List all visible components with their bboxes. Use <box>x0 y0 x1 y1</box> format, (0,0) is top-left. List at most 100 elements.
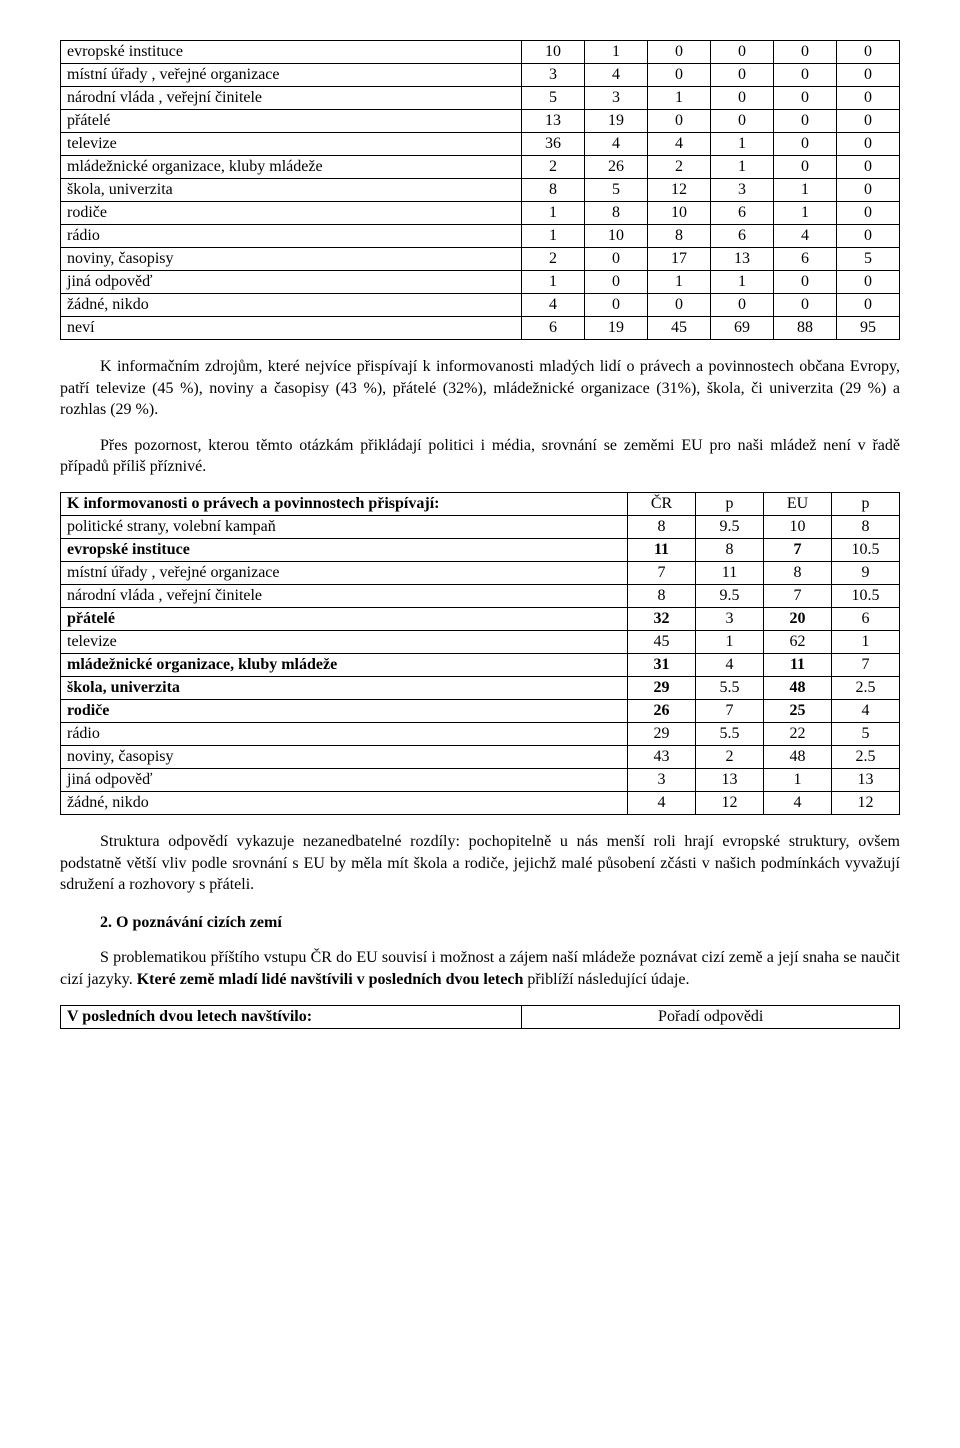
table-row: rodiče267254 <box>61 699 900 722</box>
cell-value: 5.5 <box>696 722 764 745</box>
cell-value: 62 <box>764 630 832 653</box>
table-row: evropské instituce1010000 <box>61 41 900 64</box>
cell-value: 0 <box>774 294 837 317</box>
cell-value: 1 <box>764 768 832 791</box>
visited-label: V posledních dvou letech navštívilo: <box>61 1005 522 1028</box>
cell-value: 9.5 <box>696 584 764 607</box>
visited-order-header: Pořadí odpovědi <box>522 1005 900 1028</box>
paragraph-1: K informačním zdrojům, které nejvíce při… <box>60 356 900 421</box>
cell-value: 0 <box>648 110 711 133</box>
cell-value: 0 <box>837 179 900 202</box>
cell-value: 12 <box>648 179 711 202</box>
table-row: jiná odpověď101100 <box>61 271 900 294</box>
row-label: škola, univerzita <box>61 179 522 202</box>
paragraph-2: Přes pozornost, kterou těmto otázkám při… <box>60 435 900 478</box>
cell-value: 26 <box>628 699 696 722</box>
cell-value: 4 <box>585 64 648 87</box>
cell-value: 1 <box>832 630 900 653</box>
row-label: přátelé <box>61 607 628 630</box>
cell-value: 31 <box>628 653 696 676</box>
cell-value: 0 <box>585 294 648 317</box>
cell-value: 25 <box>764 699 832 722</box>
row-label: místní úřady , veřejné organizace <box>61 561 628 584</box>
cell-value: 0 <box>837 202 900 225</box>
cell-value: 11 <box>628 538 696 561</box>
table-row: noviny, časopisy432482.5 <box>61 745 900 768</box>
header-col: ČR <box>628 492 696 515</box>
cell-value: 22 <box>764 722 832 745</box>
cell-value: 2 <box>522 156 585 179</box>
table-row: národní vláda , veřejní činitele531000 <box>61 87 900 110</box>
cell-value: 8 <box>832 515 900 538</box>
cell-value: 3 <box>585 87 648 110</box>
cell-value: 6 <box>522 317 585 340</box>
cell-value: 0 <box>711 294 774 317</box>
table-row: škola, univerzita295.5482.5 <box>61 676 900 699</box>
table-row: přátelé13190000 <box>61 110 900 133</box>
cell-value: 10.5 <box>832 538 900 561</box>
cell-value: 4 <box>764 791 832 814</box>
header-col: EU <box>764 492 832 515</box>
table-row: noviny, časopisy20171365 <box>61 248 900 271</box>
cell-value: 2 <box>696 745 764 768</box>
cell-value: 2.5 <box>832 745 900 768</box>
cell-value: 2 <box>648 156 711 179</box>
cell-value: 69 <box>711 317 774 340</box>
cell-value: 29 <box>628 676 696 699</box>
cell-value: 8 <box>696 538 764 561</box>
table-row: rádio1108640 <box>61 225 900 248</box>
table-row: rádio295.5225 <box>61 722 900 745</box>
cell-value: 11 <box>764 653 832 676</box>
cell-value: 3 <box>711 179 774 202</box>
row-label: žádné, nikdo <box>61 791 628 814</box>
cell-value: 0 <box>648 64 711 87</box>
row-label: televize <box>61 630 628 653</box>
cell-value: 32 <box>628 607 696 630</box>
table-header-row: K informovanosti o právech a povinnostec… <box>61 492 900 515</box>
cell-value: 0 <box>837 110 900 133</box>
paragraph-3: Struktura odpovědí vykazuje nezanedbatel… <box>60 831 900 896</box>
paragraph-4: S problematikou příštího vstupu ČR do EU… <box>60 947 900 990</box>
row-label: přátelé <box>61 110 522 133</box>
cell-value: 1 <box>711 271 774 294</box>
table-row: evropské instituce118710.5 <box>61 538 900 561</box>
cell-value: 5 <box>522 87 585 110</box>
row-label: jiná odpověď <box>61 768 628 791</box>
cell-value: 13 <box>832 768 900 791</box>
row-label: noviny, časopisy <box>61 745 628 768</box>
cell-value: 0 <box>774 156 837 179</box>
cell-value: 1 <box>696 630 764 653</box>
cell-value: 36 <box>522 133 585 156</box>
table-row: mládežnické organizace, kluby mládeže226… <box>61 156 900 179</box>
header-label: K informovanosti o právech a povinnostec… <box>61 492 628 515</box>
cell-value: 0 <box>648 41 711 64</box>
row-label: evropské instituce <box>61 538 628 561</box>
cell-value: 88 <box>774 317 837 340</box>
cell-value: 7 <box>764 584 832 607</box>
row-label: místní úřady , veřejné organizace <box>61 64 522 87</box>
row-label: rodiče <box>61 699 628 722</box>
cell-value: 8 <box>585 202 648 225</box>
row-label: národní vláda , veřejní činitele <box>61 584 628 607</box>
cell-value: 10 <box>764 515 832 538</box>
table-row: politické strany, volební kampaň89.5108 <box>61 515 900 538</box>
cell-value: 1 <box>522 225 585 248</box>
row-label: mládežnické organizace, kluby mládeže <box>61 156 522 179</box>
cell-value: 1 <box>711 156 774 179</box>
cell-value: 0 <box>837 133 900 156</box>
cell-value: 0 <box>711 41 774 64</box>
cell-value: 1 <box>711 133 774 156</box>
cell-value: 4 <box>774 225 837 248</box>
cell-value: 0 <box>837 87 900 110</box>
cell-value: 3 <box>696 607 764 630</box>
cell-value: 13 <box>696 768 764 791</box>
table-row: škola, univerzita8512310 <box>61 179 900 202</box>
row-label: národní vláda , veřejní činitele <box>61 87 522 110</box>
cell-value: 0 <box>774 41 837 64</box>
row-label: rádio <box>61 225 522 248</box>
cell-value: 0 <box>837 41 900 64</box>
table-row: televize3644100 <box>61 133 900 156</box>
cell-value: 7 <box>628 561 696 584</box>
table-row: jiná odpověď313113 <box>61 768 900 791</box>
cell-value: 45 <box>628 630 696 653</box>
